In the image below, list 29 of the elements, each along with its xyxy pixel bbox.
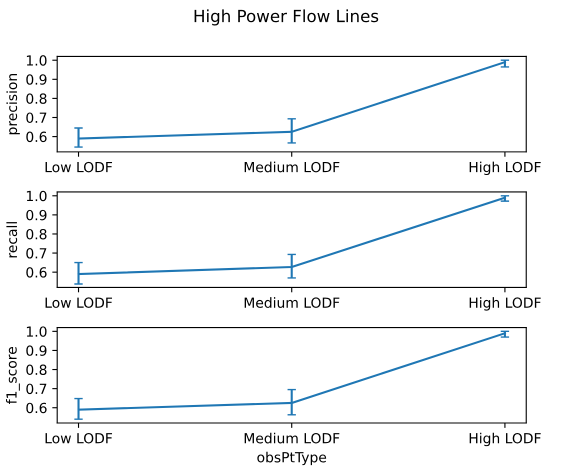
x-tick-label: Medium LODF: [244, 297, 340, 308]
x-tick-label: Low LODF: [46, 162, 112, 172]
y-tick-label: 0.9: [26, 345, 46, 356]
y-axis-title: f1_score: [6, 347, 20, 404]
y-axis-title: precision: [6, 74, 20, 134]
y-tick-label: 0.7: [26, 248, 46, 259]
y-tick-label: 1.0: [26, 55, 47, 66]
y-tick-label: 0.8: [26, 228, 47, 240]
y-tick-label: 1.0: [26, 326, 47, 337]
chart-title: High Power Flow Lines: [194, 9, 378, 26]
y-tick-label: 0.6: [26, 267, 47, 278]
x-tick-label: Medium LODF: [244, 432, 340, 444]
y-axis-title: recall: [6, 222, 18, 258]
y-tick-label: 0.9: [26, 74, 46, 85]
x-tick-label: Low LODF: [46, 297, 112, 308]
y-tick-label: 0.6: [26, 132, 47, 142]
x-tick-label: High LODF: [470, 297, 541, 311]
x-tick-label: High LODF: [470, 432, 541, 446]
y-tick-label: 0.8: [26, 364, 47, 376]
x-tick-label: High LODF: [470, 162, 541, 176]
y-tick-label: 0.6: [26, 402, 47, 414]
y-tick-label: 0.8: [26, 93, 47, 104]
x-tick-label: Low LODF: [46, 432, 112, 444]
y-tick-label: 1.0: [26, 190, 47, 202]
y-tick-label: 0.7: [26, 112, 46, 123]
x-tick-label: Medium LODF: [244, 162, 340, 172]
y-tick-label: 0.7: [26, 384, 46, 394]
y-tick-label: 0.9: [26, 210, 46, 220]
x-axis-title: obsPtType: [257, 452, 326, 466]
